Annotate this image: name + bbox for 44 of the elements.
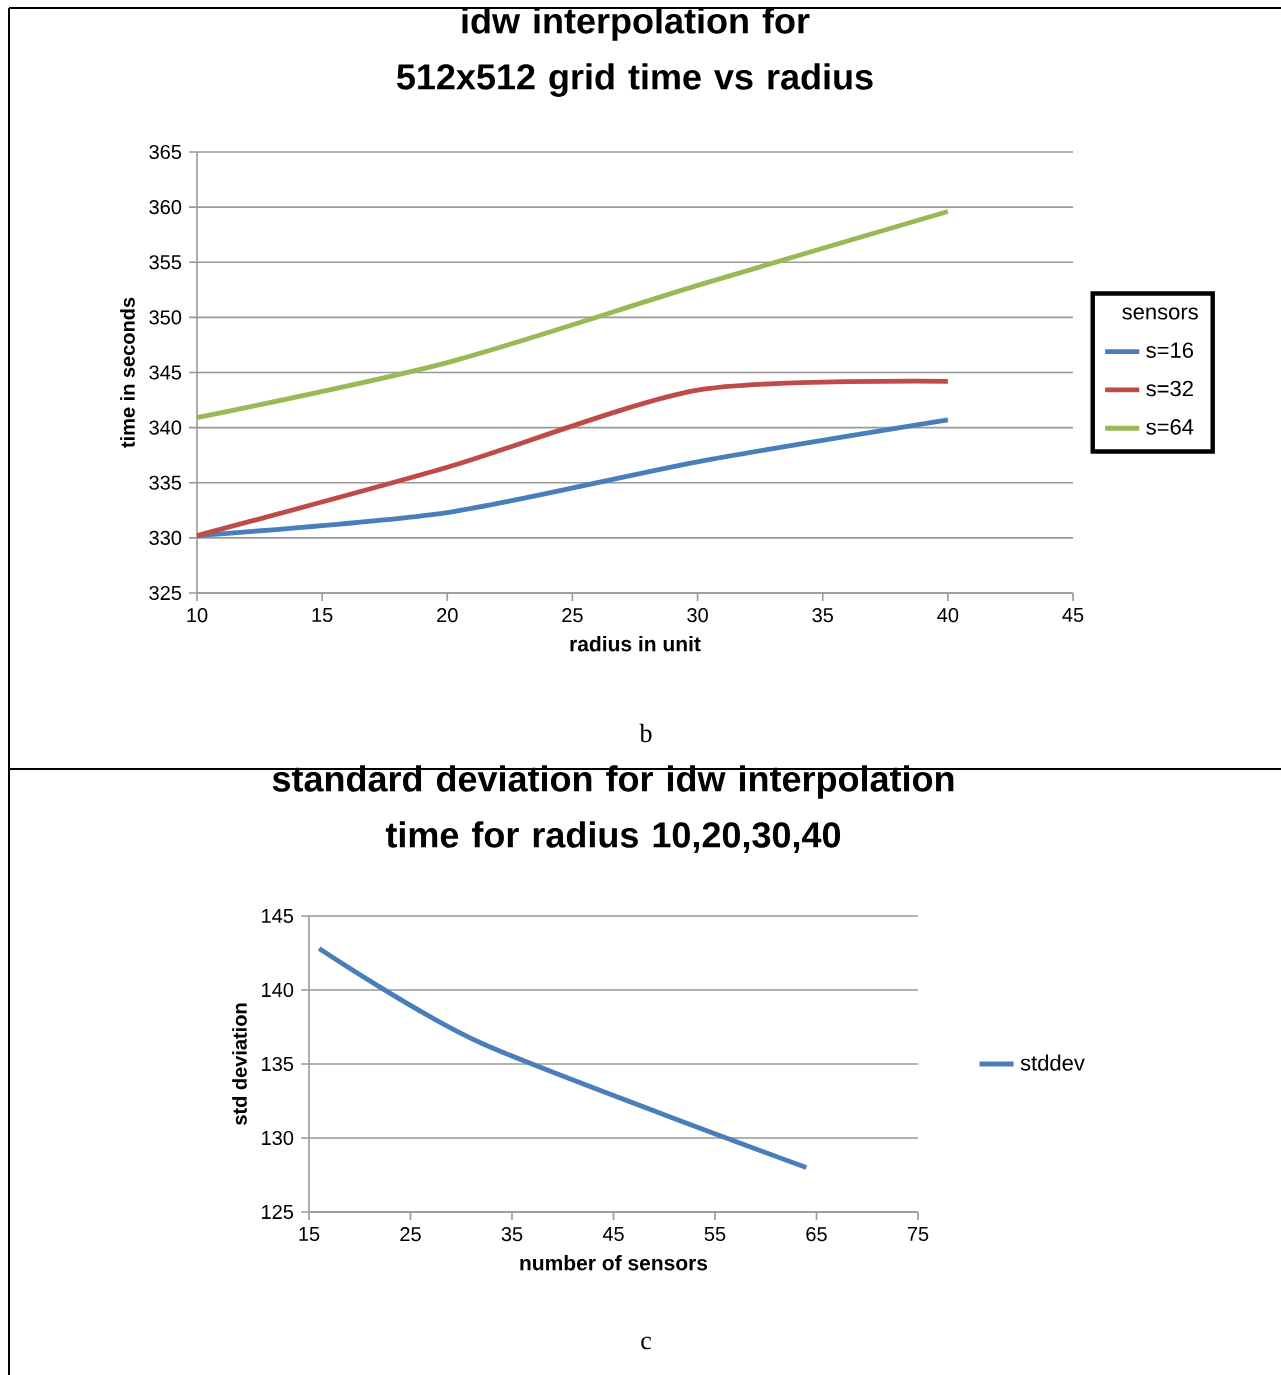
y-tick-label: 130 — [262, 1130, 294, 1146]
y-tick-label: 335 — [149, 475, 182, 490]
x-tick-label: 15 — [299, 1227, 320, 1242]
y-tick-label: 325 — [149, 585, 182, 601]
x-tick-label: 25 — [562, 608, 583, 623]
y-tick-label: 340 — [149, 420, 182, 435]
x-tick-label: 20 — [437, 608, 458, 623]
y-tick-label: 345 — [149, 365, 182, 380]
text: b — [639, 723, 652, 743]
x-tick-label: 35 — [501, 1227, 523, 1242]
legend-label: s=32 — [1146, 380, 1193, 397]
x-tick-label: 15 — [312, 608, 333, 622]
y-tick-label: 360 — [149, 200, 182, 215]
x-tick-label: 45 — [602, 1227, 624, 1242]
y-axis-title: std deviation — [232, 1003, 247, 1125]
line-series — [194, 378, 951, 539]
x-axis-title: number of sensors — [520, 1254, 708, 1271]
x-tick-label: 55 — [704, 1227, 726, 1242]
y-tick-label: 135 — [262, 1056, 294, 1072]
y-tick-label: 365 — [149, 144, 182, 160]
y-tick-label: 355 — [149, 255, 182, 270]
y-tick-label: 330 — [149, 530, 182, 545]
legend-label: stddev — [1020, 1054, 1085, 1071]
y-tick-label: 145 — [262, 909, 294, 923]
x-tick-label: 30 — [687, 608, 708, 623]
legend-label: s=64 — [1146, 419, 1194, 435]
x-tick-label: 35 — [812, 608, 833, 623]
legend-title: sensors — [1122, 307, 1198, 320]
legend-label: s=16 — [1146, 342, 1194, 358]
x-axis-title: radius in unit — [570, 635, 701, 652]
line-series — [194, 209, 951, 421]
y-tick-label: 350 — [149, 310, 182, 325]
x-tick-label: 45 — [1062, 608, 1084, 622]
x-tick-label: 25 — [400, 1227, 421, 1242]
y-axis-title: time in seconds — [120, 297, 135, 448]
x-tick-label: 40 — [937, 608, 959, 623]
y-tick-label: 140 — [262, 982, 294, 998]
y-tick-label: 125 — [262, 1204, 294, 1220]
chart-title: idw interpolation for 512x512 grid time vs radius — [396, 7, 873, 97]
x-tick-label: 75 — [907, 1227, 929, 1242]
text: c — [641, 1336, 651, 1350]
x-tick-label: 65 — [806, 1227, 827, 1242]
chart-title: standard deviation for idw interpolation time for radius 10,20,30,40 — [272, 765, 954, 853]
x-tick-label: 10 — [187, 608, 208, 623]
